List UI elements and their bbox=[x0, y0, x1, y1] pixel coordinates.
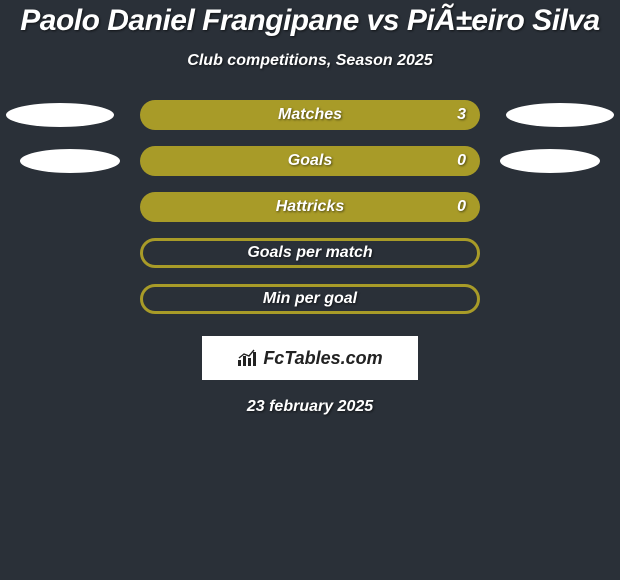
stat-row: Goals 0 bbox=[0, 146, 620, 192]
left-indicator bbox=[20, 149, 120, 173]
stat-label: Matches bbox=[278, 106, 342, 124]
page-title: Paolo Daniel Frangipane vs PiÃ±eiro Silv… bbox=[0, 4, 620, 38]
stat-row: Hattricks 0 bbox=[0, 192, 620, 238]
page-subtitle: Club competitions, Season 2025 bbox=[0, 52, 620, 70]
brand-text: FcTables.com bbox=[263, 348, 382, 369]
bar-chart-icon bbox=[237, 349, 259, 367]
stat-bar: Goals 0 bbox=[140, 146, 480, 176]
stat-value: 0 bbox=[457, 198, 466, 216]
stat-bar: Min per goal bbox=[140, 284, 480, 314]
left-indicator bbox=[6, 103, 114, 127]
stat-bar: Goals per match bbox=[140, 238, 480, 268]
right-indicator bbox=[506, 103, 614, 127]
right-indicator bbox=[500, 149, 600, 173]
stat-label: Goals bbox=[288, 152, 332, 170]
brand-badge: FcTables.com bbox=[202, 336, 418, 380]
stat-row: Matches 3 bbox=[0, 100, 620, 146]
stat-value: 3 bbox=[457, 106, 466, 124]
stat-bar: Hattricks 0 bbox=[140, 192, 480, 222]
stat-row: Min per goal bbox=[0, 284, 620, 330]
stat-label: Goals per match bbox=[247, 244, 372, 262]
stat-rows: Matches 3 Goals 0 Hattricks 0 Goals per match M… bbox=[0, 100, 620, 330]
stat-label: Min per goal bbox=[263, 290, 357, 308]
stat-bar: Matches 3 bbox=[140, 100, 480, 130]
stat-label: Hattricks bbox=[276, 198, 344, 216]
date-text: 23 february 2025 bbox=[0, 398, 620, 416]
comparison-card: Paolo Daniel Frangipane vs PiÃ±eiro Silv… bbox=[0, 0, 620, 580]
stat-value: 0 bbox=[457, 152, 466, 170]
stat-row: Goals per match bbox=[0, 238, 620, 284]
